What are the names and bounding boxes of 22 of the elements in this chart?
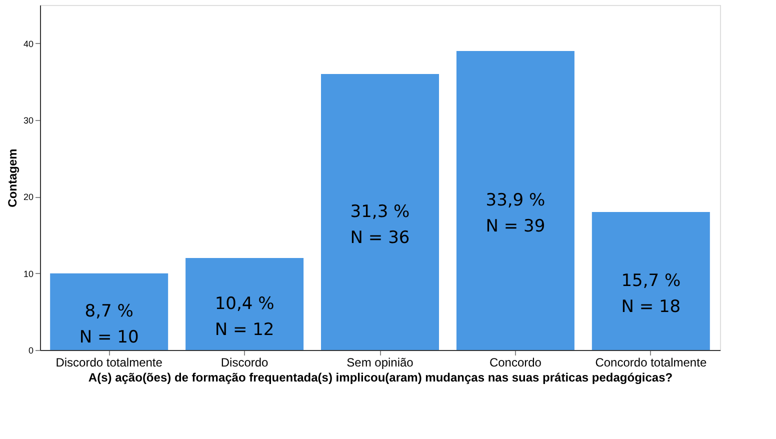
data-label: 15,7 % N = 18 [621, 271, 681, 317]
y-tick-label: 20 [23, 192, 34, 202]
bar [456, 51, 574, 350]
y-axis-title: Contagem [5, 148, 20, 208]
bar [321, 74, 439, 350]
data-label: 8,7 % N = 10 [79, 302, 139, 348]
data-label: 10,4 % N = 12 [214, 294, 274, 340]
x-tick-label: Sem opinião [346, 356, 414, 370]
x-tick-label: Concordo [489, 356, 542, 370]
y-tick-label: 10 [23, 268, 34, 279]
data-label: 33,9 % N = 39 [486, 190, 546, 236]
bar [50, 273, 168, 350]
bar [592, 212, 710, 350]
y-tick-label: 30 [23, 116, 34, 126]
data-label: 31,3 % N = 36 [350, 202, 410, 248]
x-tick-label: Concordo totalmente [595, 356, 707, 370]
bar [186, 258, 304, 350]
y-tick-label: 40 [23, 38, 34, 49]
y-tick-label: 0 [28, 346, 34, 356]
x-tick-label: Discordo [220, 356, 269, 370]
x-axis-title: A(s) ação(ões) de formação frequentada(s) implicou(aram) mudanças nas suas práticas pedagógicas? [88, 370, 673, 384]
x-tick-label: Discordo totalmente [56, 356, 163, 370]
